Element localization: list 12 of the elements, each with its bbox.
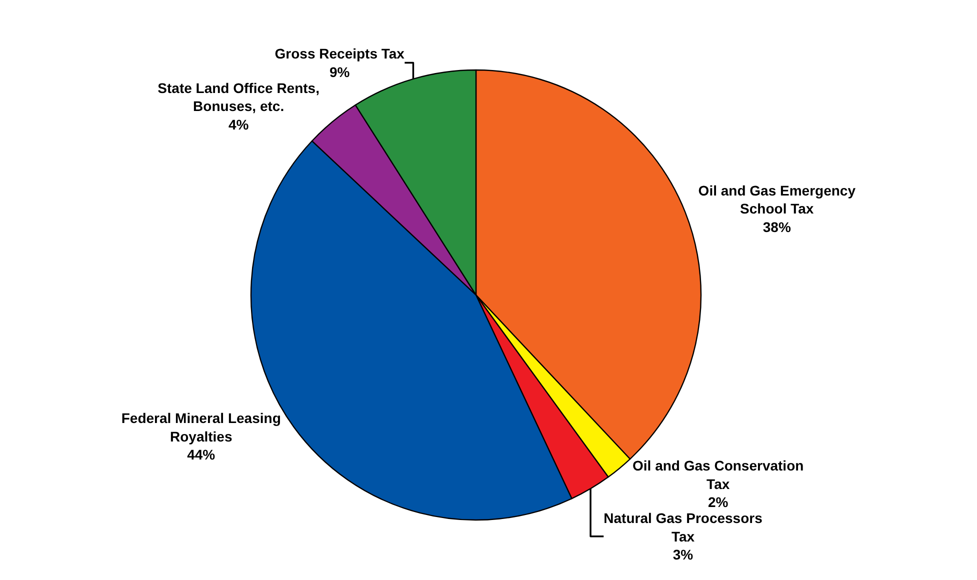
slice-label: Oil and Gas Emergency School Tax bbox=[698, 182, 856, 217]
slice-label: State Land Office Rents, Bonuses, etc. bbox=[158, 80, 320, 114]
data-label: 9% bbox=[330, 64, 350, 80]
data-label: 2% bbox=[708, 494, 729, 510]
slice-label: Natural Gas Processors Tax bbox=[604, 510, 763, 544]
slice-label: Gross Receipts Tax bbox=[274, 46, 405, 62]
data-label: 4% bbox=[228, 116, 250, 132]
slice-label: Federal Mineral Leasing Royalties bbox=[121, 410, 281, 444]
data-label: 44% bbox=[187, 446, 216, 463]
slice-label: Oil and Gas Conservation Tax bbox=[632, 458, 804, 492]
data-label: 38% bbox=[762, 218, 792, 235]
data-label: 3% bbox=[672, 546, 694, 563]
